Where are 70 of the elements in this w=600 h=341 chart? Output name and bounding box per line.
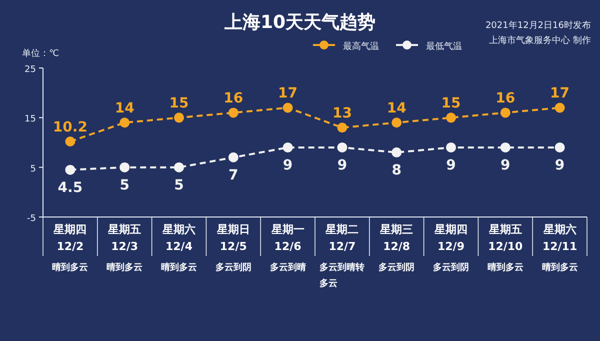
data-label: 13 xyxy=(332,106,352,122)
x-tick-label: 星期六 12/4 xyxy=(162,223,196,253)
legend-label: 最高气温 xyxy=(343,41,379,52)
text: 2021年12月2日16时发布 xyxy=(485,20,591,31)
text: 晴到多云 xyxy=(52,262,88,273)
text: 晴到多云 xyxy=(542,262,578,273)
data-label: 17 xyxy=(550,86,570,102)
data-label: 14 xyxy=(114,100,135,117)
legend-label: 最低气温 xyxy=(426,41,462,52)
x-tick-label: 星期四 12/2 xyxy=(52,223,87,253)
chart-title: 上海10天天气趋势 xyxy=(223,12,376,33)
data-label: 15 xyxy=(169,96,189,112)
x-tick-label: 星期一 12/6 xyxy=(270,223,304,253)
point xyxy=(554,142,565,152)
y-tick-label: 5 xyxy=(30,164,36,174)
text: 晴到多云 xyxy=(161,262,197,273)
data-label: 9 xyxy=(446,157,456,174)
x-tick-label: 星期五 12/10 xyxy=(488,223,524,253)
text: 多云到晴转多云 xyxy=(320,262,365,289)
data-label: 8 xyxy=(392,162,402,178)
y-axis-title: 单位：℃ xyxy=(22,48,60,59)
text: 晴到多云 xyxy=(487,262,524,273)
x-tick-label: 星期三 12/8 xyxy=(379,223,414,253)
data-label: 9 xyxy=(282,157,293,174)
text: 上海市气象服务中心 制作 xyxy=(489,35,591,46)
text: 多云到阴 xyxy=(215,262,252,273)
point xyxy=(337,122,348,133)
point xyxy=(392,118,402,128)
y-tick-label: -5 xyxy=(27,214,36,224)
point xyxy=(228,108,238,118)
text: 多云到晴 xyxy=(270,262,306,273)
data-label: 15 xyxy=(441,96,461,112)
x-tick-label: 星期日 12/5 xyxy=(216,223,250,253)
x-tick-label: 星期六 12/11 xyxy=(542,223,578,253)
data-label: 9 xyxy=(337,157,348,174)
data-label: 17 xyxy=(278,86,298,102)
text: 多云到阴 xyxy=(433,262,469,273)
data-label: 16 xyxy=(496,90,516,107)
point xyxy=(65,136,76,147)
point xyxy=(337,142,348,152)
x-tick-label: 星期四 12/9 xyxy=(434,223,468,253)
point xyxy=(120,118,130,128)
point xyxy=(174,112,184,123)
text: 晴到多云 xyxy=(106,262,143,273)
data-label: 7 xyxy=(228,167,238,184)
point xyxy=(174,162,184,172)
data-label: 5 xyxy=(174,177,184,194)
point xyxy=(500,142,510,152)
data-label: 5 xyxy=(120,177,130,194)
data-label: 14 xyxy=(386,100,407,117)
point xyxy=(392,147,402,158)
data-label: 9 xyxy=(500,157,510,174)
data-label: 16 xyxy=(224,90,244,107)
text: 多云到阴 xyxy=(378,262,415,273)
data-label: 10.2 xyxy=(52,120,88,136)
x-tick-label: 星期五 12/3 xyxy=(107,223,142,253)
y-tick-label: 15 xyxy=(24,114,36,125)
data-label: 4.5 xyxy=(58,180,83,196)
point xyxy=(446,112,456,123)
point xyxy=(282,102,293,113)
point xyxy=(446,142,456,152)
point xyxy=(282,142,293,152)
point xyxy=(65,164,76,175)
point xyxy=(500,108,510,118)
point xyxy=(554,102,565,113)
x-tick-label: 星期二 12/7 xyxy=(324,223,359,253)
point xyxy=(120,162,130,172)
point xyxy=(228,152,238,162)
data-label: 9 xyxy=(554,157,565,174)
y-tick-label: 25 xyxy=(24,65,36,75)
